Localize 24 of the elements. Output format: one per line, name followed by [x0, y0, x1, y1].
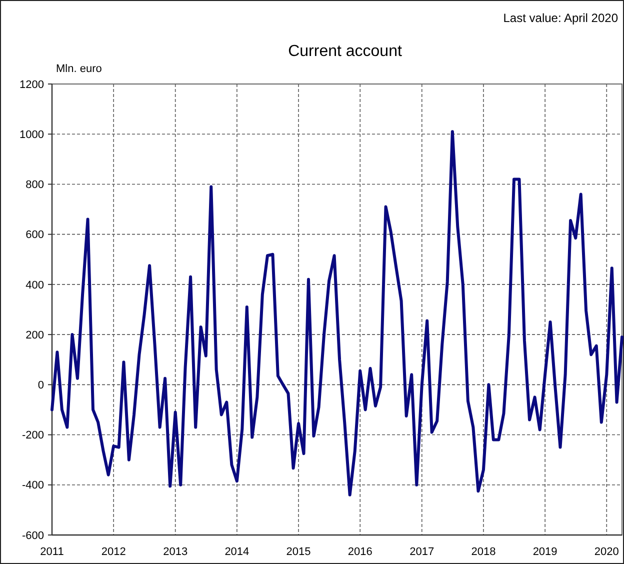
x-tick-label: 2016 [348, 546, 372, 558]
chart-title: Current account [288, 43, 402, 60]
y-tick-label: 800 [26, 179, 44, 192]
x-tick-label: 2020 [594, 546, 619, 558]
y-tick-label: -200 [22, 430, 44, 442]
y-tick-label: 600 [26, 229, 44, 242]
x-tick-label: 2017 [410, 546, 434, 558]
x-tick-label: 2013 [163, 546, 188, 558]
y-tick-label: 200 [26, 329, 44, 342]
y-tick-label: 400 [26, 279, 44, 292]
x-tick-label: 2014 [224, 546, 250, 558]
y-tick-label: 1200 [20, 78, 44, 91]
x-tick-label: 2012 [101, 546, 126, 558]
y-tick-label: -400 [22, 480, 44, 492]
x-tick-label: 2018 [471, 546, 496, 558]
y-tick-label: -600 [22, 530, 44, 542]
y-tick-label: 0 [38, 380, 44, 392]
x-tick-label: 2019 [532, 546, 558, 558]
x-tick-label: 2015 [286, 546, 311, 558]
x-tick-label: 2011 [40, 546, 64, 558]
text: Last value: April 2020 [503, 11, 618, 25]
y-tick-label: 1000 [20, 128, 44, 141]
y-axis-title: Mln. euro [56, 63, 102, 75]
line-series [50, 130, 624, 496]
